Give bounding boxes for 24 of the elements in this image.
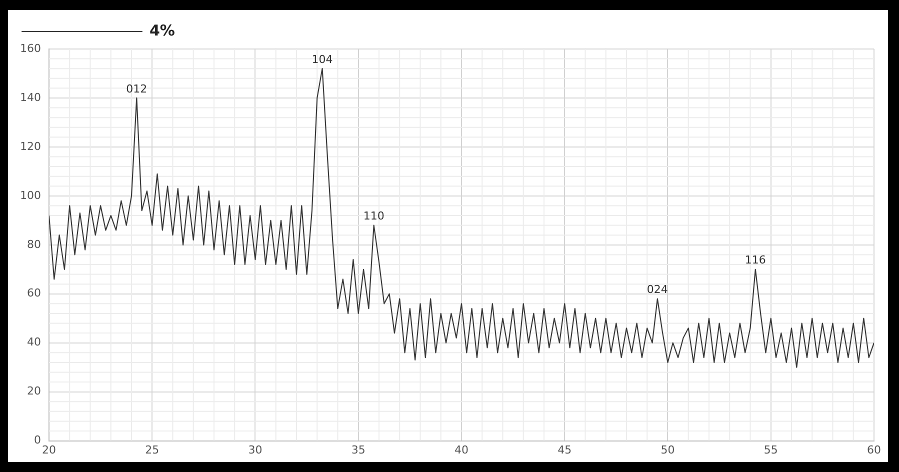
y-tick-label: 40 xyxy=(26,336,41,349)
x-tick-label: 40 xyxy=(454,443,468,456)
y-tick-label: 60 xyxy=(26,286,41,300)
x-tick-label: 60 xyxy=(867,443,881,456)
y-tick-label: 160 xyxy=(20,42,41,55)
x-tick-label: 25 xyxy=(145,443,160,456)
x-tick-label: 55 xyxy=(764,443,778,456)
x-tick-label: 20 xyxy=(42,443,56,456)
annotation: 012 xyxy=(126,82,148,96)
text: 4% xyxy=(150,21,175,40)
x-tick-label: 45 xyxy=(558,443,572,456)
annotation: 024 xyxy=(646,283,668,296)
annotation: 116 xyxy=(744,254,766,267)
y-tick-label: 120 xyxy=(20,140,41,153)
x-tick-label: 35 xyxy=(351,443,366,456)
annotation: 110 xyxy=(363,210,384,223)
y-tick-label: 100 xyxy=(20,188,41,202)
y-tick-label: 20 xyxy=(26,384,41,398)
y-tick-label: 0 xyxy=(34,434,41,447)
x-tick-label: 50 xyxy=(660,443,675,456)
y-tick-label: 80 xyxy=(26,238,41,251)
annotation: 104 xyxy=(312,52,333,66)
x-tick-label: 30 xyxy=(248,443,262,456)
y-tick-label: 140 xyxy=(20,90,41,104)
